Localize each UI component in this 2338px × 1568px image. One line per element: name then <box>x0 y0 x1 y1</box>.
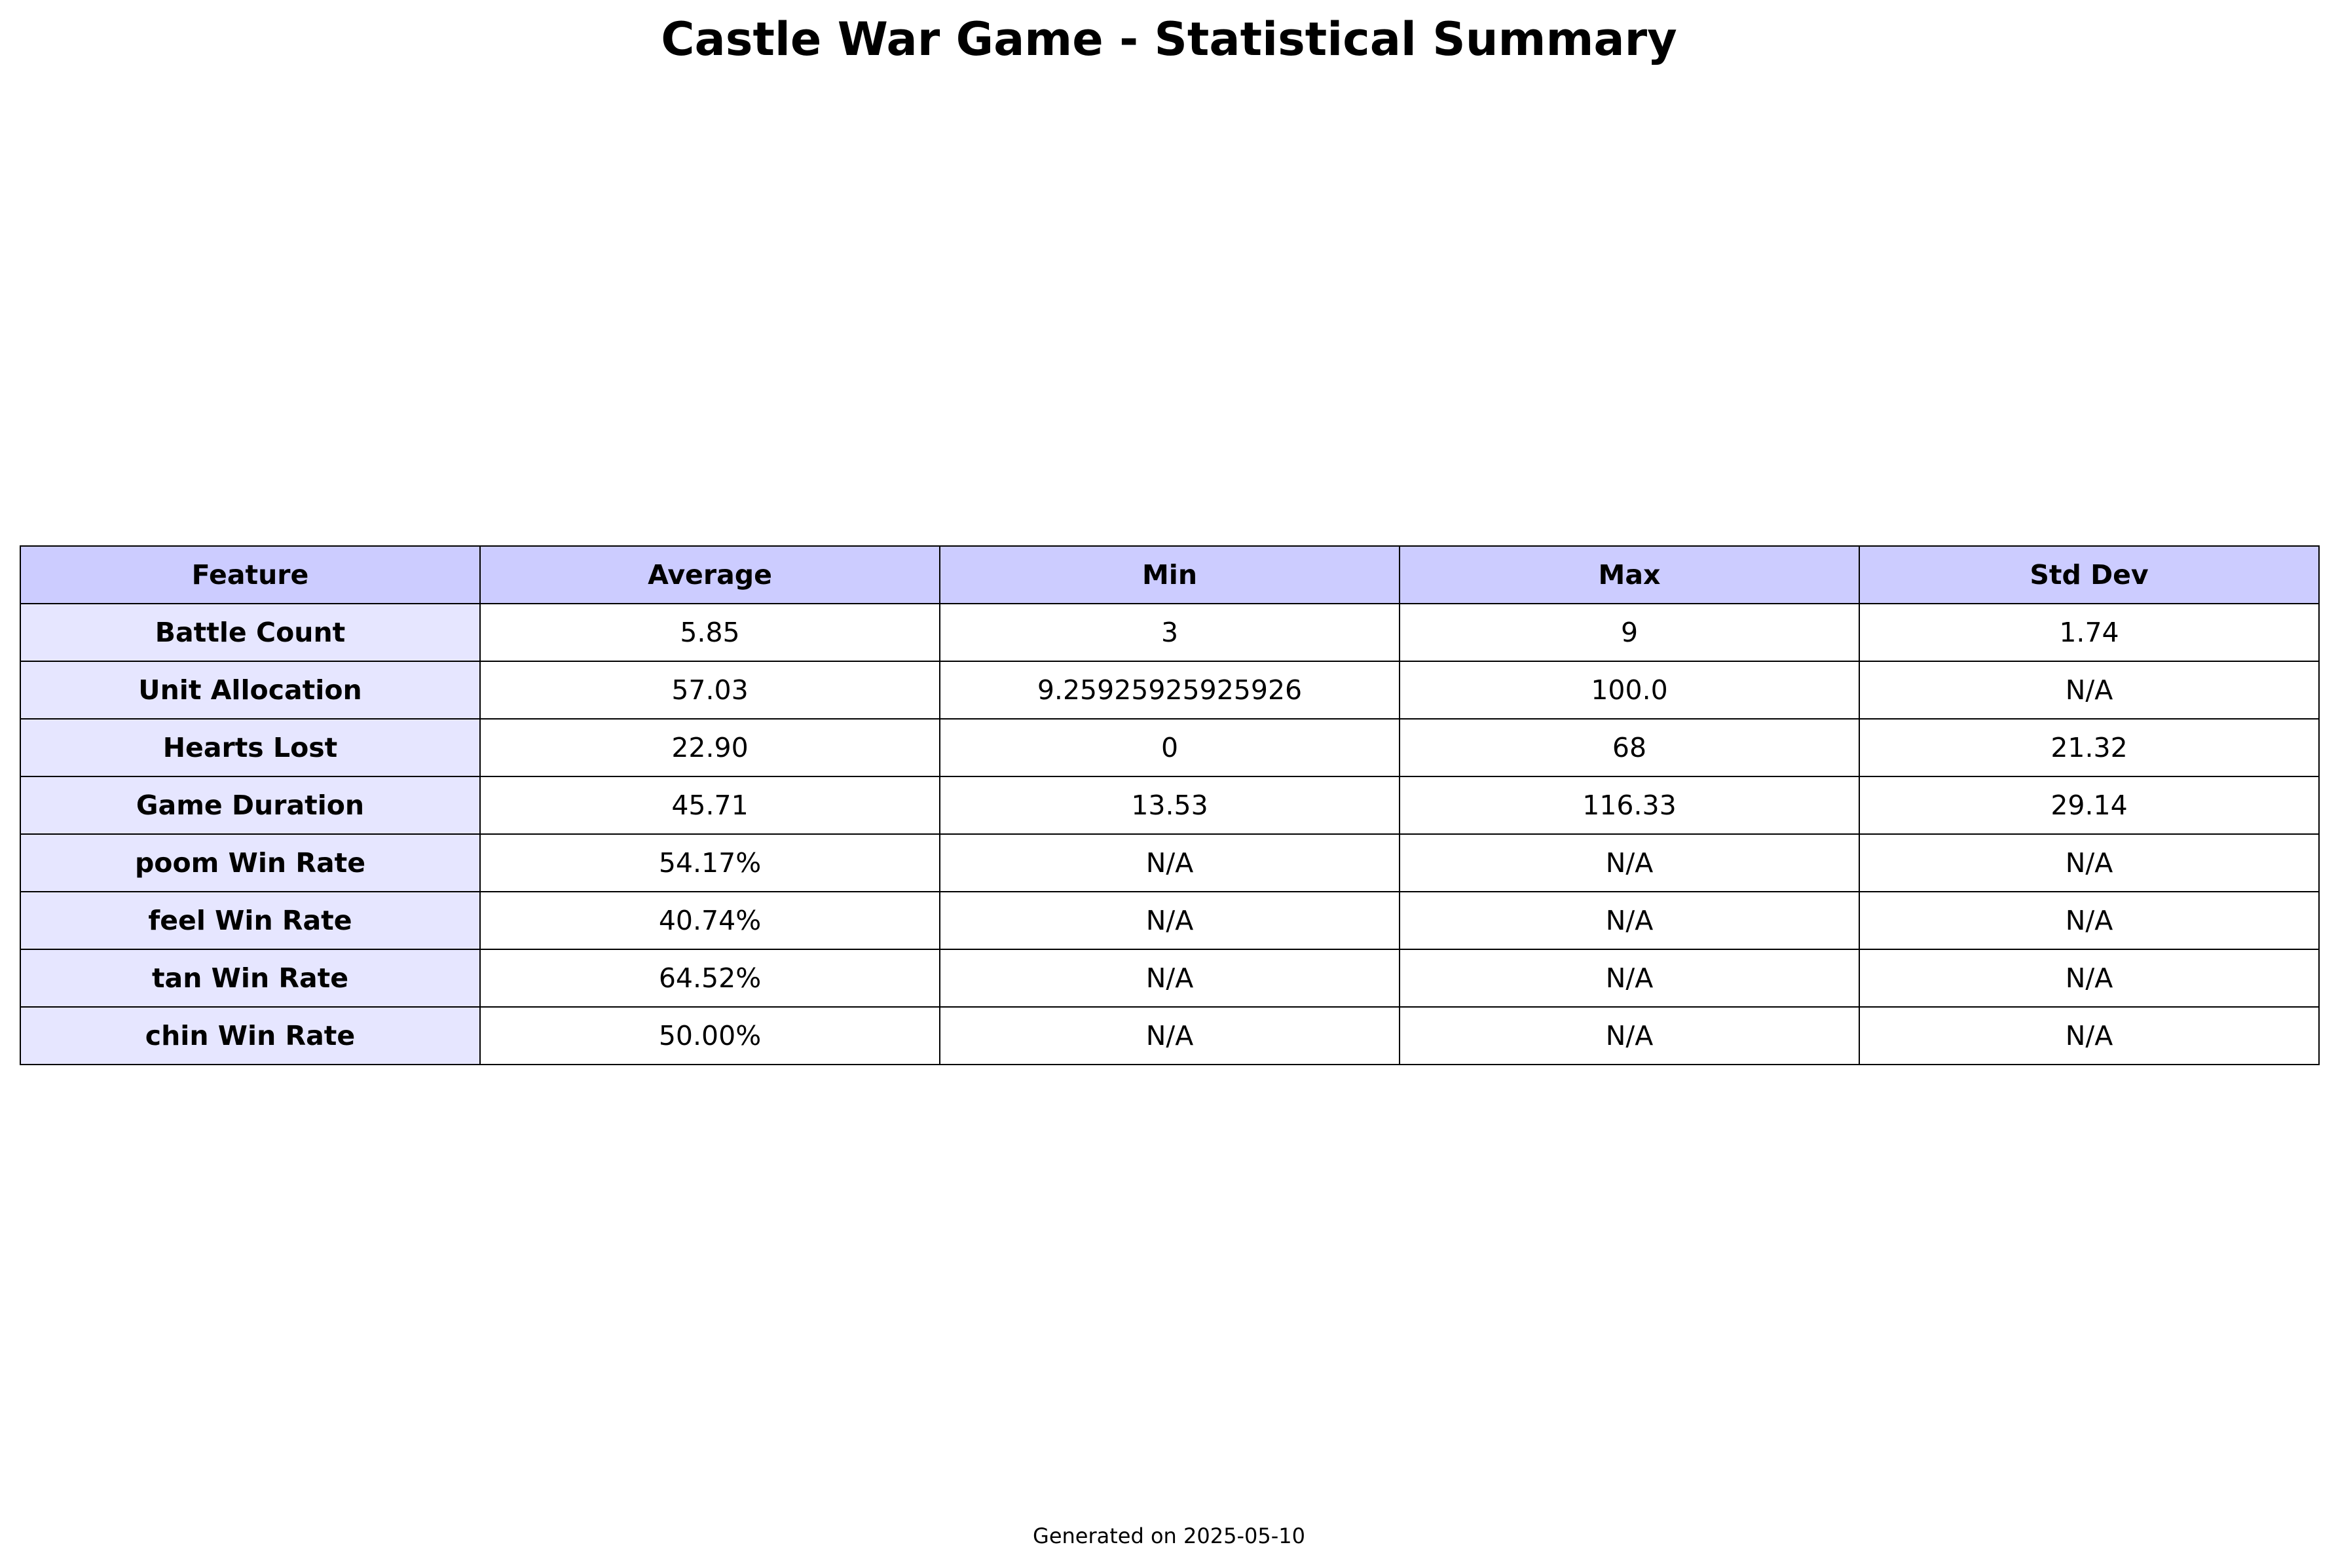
row-label-cell: chin Win Rate <box>20 1006 481 1065</box>
table-cell: 64.52% <box>479 949 940 1008</box>
table-cell: 116.33 <box>1399 776 1860 835</box>
table-cell: 3 <box>939 603 1400 662</box>
column-header-std-dev: Std Dev <box>1859 545 2320 604</box>
table-row: Battle Count 5.85 3 9 1.74 <box>20 603 2320 662</box>
table-row: Hearts Lost 22.90 0 68 21.32 <box>20 718 2320 777</box>
table-cell: N/A <box>939 1006 1400 1065</box>
table-cell: 54.17% <box>479 833 940 892</box>
row-label-cell: Unit Allocation <box>20 661 481 720</box>
table-cell: 9 <box>1399 603 1860 662</box>
row-label-cell: Game Duration <box>20 776 481 835</box>
row-label-cell: Battle Count <box>20 603 481 662</box>
table-cell: N/A <box>1859 661 2320 720</box>
stats-table: Feature Average Min Max Std Dev Battle C… <box>20 545 2320 1065</box>
table-cell: 57.03 <box>479 661 940 720</box>
column-header-feature: Feature <box>20 545 481 604</box>
table-row: Game Duration 45.71 13.53 116.33 29.14 <box>20 776 2320 835</box>
table-row: tan Win Rate 64.52% N/A N/A N/A <box>20 949 2320 1008</box>
table-cell: 21.32 <box>1859 718 2320 777</box>
table-cell: 1.74 <box>1859 603 2320 662</box>
table-header-row: Feature Average Min Max Std Dev <box>20 545 2320 604</box>
table-cell: N/A <box>1399 891 1860 950</box>
row-label-cell: Hearts Lost <box>20 718 481 777</box>
chart-title: Castle War Game - Statistical Summary <box>661 12 1677 66</box>
column-header-average: Average <box>479 545 940 604</box>
table-cell: 45.71 <box>479 776 940 835</box>
table-cell: 50.00% <box>479 1006 940 1065</box>
table-cell: N/A <box>1399 1006 1860 1065</box>
row-label-cell: feel Win Rate <box>20 891 481 950</box>
table-cell: N/A <box>1859 949 2320 1008</box>
table-cell: 100.0 <box>1399 661 1860 720</box>
column-header-min: Min <box>939 545 1400 604</box>
column-header-max: Max <box>1399 545 1860 604</box>
table-cell: N/A <box>939 891 1400 950</box>
table-cell: N/A <box>1399 949 1860 1008</box>
table-cell: 29.14 <box>1859 776 2320 835</box>
table-cell: N/A <box>1859 833 2320 892</box>
table-cell: 22.90 <box>479 718 940 777</box>
table-cell: 13.53 <box>939 776 1400 835</box>
table-cell: N/A <box>1399 833 1860 892</box>
row-label-cell: poom Win Rate <box>20 833 481 892</box>
table-cell: N/A <box>939 833 1400 892</box>
table-row: Unit Allocation 57.03 9.25925925925926 1… <box>20 661 2320 720</box>
row-label-cell: tan Win Rate <box>20 949 481 1008</box>
table-cell: N/A <box>1859 891 2320 950</box>
table-cell: 0 <box>939 718 1400 777</box>
table-cell: 68 <box>1399 718 1860 777</box>
table-cell: 5.85 <box>479 603 940 662</box>
table-cell: N/A <box>939 949 1400 1008</box>
table-cell: 9.25925925925926 <box>939 661 1400 720</box>
table-row: chin Win Rate 50.00% N/A N/A N/A <box>20 1006 2320 1065</box>
table-cell: 40.74% <box>479 891 940 950</box>
table-row: poom Win Rate 54.17% N/A N/A N/A <box>20 833 2320 892</box>
generated-date-footer: Generated on 2025-05-10 <box>1033 1523 1305 1548</box>
table-cell: N/A <box>1859 1006 2320 1065</box>
table-row: feel Win Rate 40.74% N/A N/A N/A <box>20 891 2320 950</box>
stats-table-container: Feature Average Min Max Std Dev Battle C… <box>20 545 2320 1065</box>
